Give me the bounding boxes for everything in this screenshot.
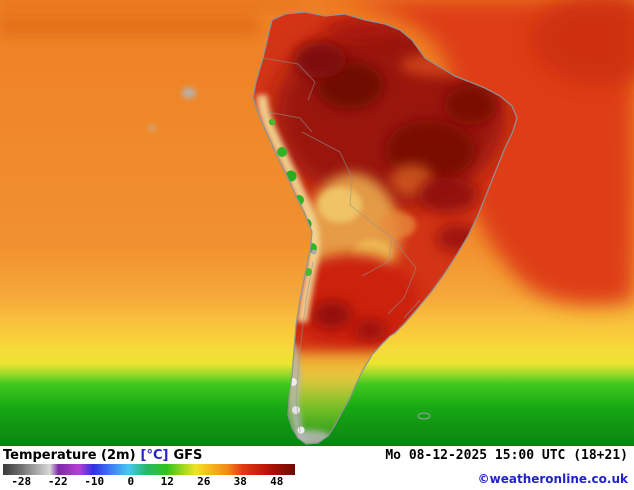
tick-label: 48: [270, 475, 284, 488]
tick-label: -28: [11, 475, 32, 488]
valid-datetime: Mo 08-12-2025 15:00 UTC (18+21): [385, 448, 628, 463]
tick-label: 38: [233, 475, 247, 488]
island-patch: [182, 88, 196, 98]
tick-label: -10: [84, 475, 105, 488]
temperature-map: [0, 0, 634, 446]
footer-info: Mo 08-12-2025 15:00 UTC (18+21) ©weather…: [385, 448, 628, 488]
title-parameter: Temperature (2m): [3, 448, 136, 463]
colorbar: [3, 464, 295, 475]
footer: Temperature (2m) [°C] GFS -28 -22 -10 0 12…: [0, 446, 634, 490]
tick-label: -22: [47, 475, 68, 488]
tick-label: 26: [197, 475, 211, 488]
copyright-link[interactable]: ©weatheronline.co.uk: [477, 472, 628, 486]
coastline: [252, 11, 518, 445]
title-model: GFS: [173, 448, 203, 463]
country-borders: [262, 57, 421, 433]
tick-label: 12: [160, 475, 174, 488]
title-unit: [°C]: [140, 448, 169, 463]
islands-outline: [417, 412, 431, 420]
map-title: Temperature (2m) [°C] GFS: [3, 448, 295, 463]
legend: Temperature (2m) [°C] GFS -28 -22 -10 0 12…: [3, 448, 295, 488]
colorbar-ticks: -28 -22 -10 0 12 26 38 48: [3, 476, 295, 488]
tick-label: 0: [127, 475, 135, 488]
